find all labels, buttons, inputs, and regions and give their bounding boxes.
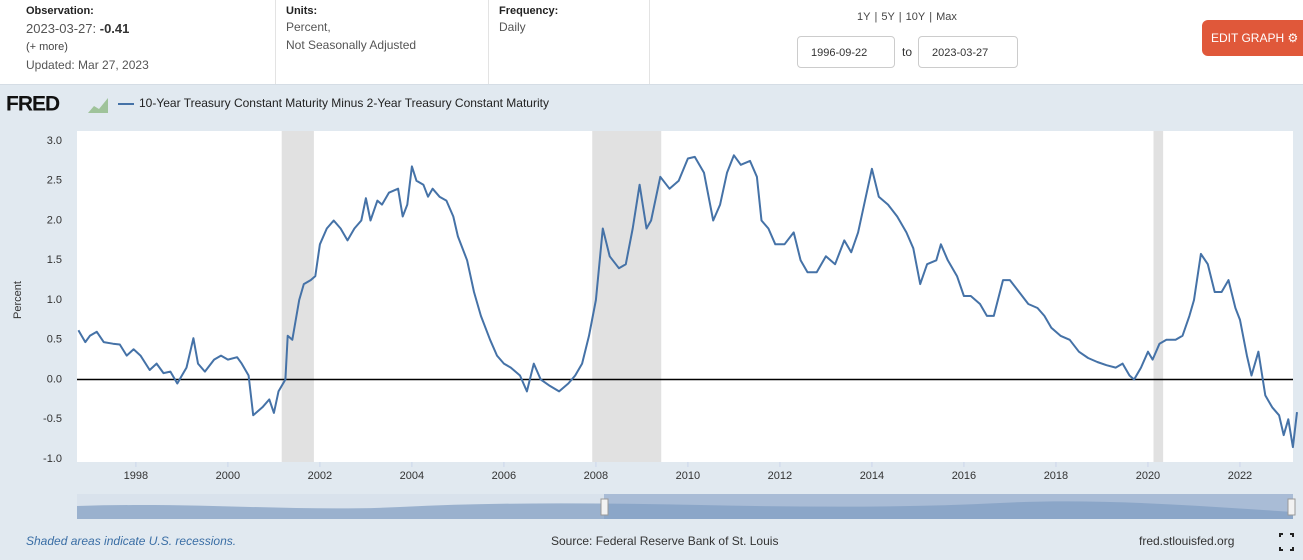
range-button[interactable]: 10Y	[905, 11, 926, 23]
range-button[interactable]: 5Y	[881, 11, 895, 23]
logo-icon	[88, 98, 108, 113]
y-tick-label: 2.0	[47, 214, 62, 226]
series-line	[77, 154, 1298, 449]
frequency-panel: Frequency: Daily	[489, 0, 650, 84]
label: Observation:	[26, 5, 94, 17]
logo: FRED	[6, 93, 60, 116]
range-button[interactable]: 1Y	[857, 11, 871, 23]
x-tick-label: 2016	[952, 470, 976, 482]
to: to	[902, 45, 913, 59]
y-tick-label: 0.0	[47, 373, 62, 385]
y-tick-label: 0.5	[47, 334, 62, 346]
y-tick-label: -1.0	[43, 453, 62, 465]
fullscreen-icon[interactable]	[1279, 533, 1294, 551]
navigator-handle[interactable]	[1287, 498, 1296, 516]
frequency: Daily	[499, 20, 526, 34]
more-link[interactable]: (+ more)	[26, 41, 68, 53]
units: Percent,	[286, 20, 331, 34]
observation-panel: Observation: 2023-03-27: -0.41 (+ more) …	[0, 0, 276, 84]
x-tick-label: 2002	[308, 470, 332, 482]
recession-band	[1153, 131, 1164, 462]
legend-label: 10-Year Treasury Constant Maturity Minus…	[139, 96, 549, 110]
end-date[interactable]: 2023-03-27	[918, 36, 1018, 68]
x-tick-label: 2014	[860, 470, 884, 482]
y-axis-label: Percent	[12, 281, 24, 319]
range-sep: |	[929, 11, 933, 23]
x-tick-label: 2012	[768, 470, 792, 482]
y-tick-label: 1.5	[47, 254, 62, 266]
x-tick-label: 1998	[124, 470, 148, 482]
footer-note: Shaded areas indicate U.S. recessions.	[26, 534, 236, 548]
x-tick-label: 2004	[400, 470, 424, 482]
x-tick-label: 2010	[676, 470, 700, 482]
y-tick-label: 3.0	[47, 135, 62, 147]
units: Not Seasonally Adjusted	[286, 38, 417, 52]
start-date[interactable]: 1996-09-22	[797, 36, 895, 68]
header: Observation: 2023-03-27: -0.41 (+ more) …	[0, 0, 1303, 85]
x-tick-label: 2018	[1044, 470, 1068, 482]
recession-band	[281, 131, 314, 462]
label: Units:	[286, 5, 318, 17]
footer-source: Source: Federal Reserve Bank of St. Loui…	[551, 534, 778, 548]
range-sep: |	[874, 11, 878, 23]
x-tick-label: 2006	[492, 470, 516, 482]
label: Frequency:	[499, 5, 559, 17]
range-buttons: 1Y | 5Y | 10Y | Max	[857, 11, 957, 23]
recession-band	[592, 131, 662, 462]
obs: 2023-03-27: -0.41	[26, 21, 129, 36]
y-tick-label: 1.0	[47, 294, 62, 306]
range-button[interactable]: Max	[936, 11, 957, 23]
x-tick-label: 2022	[1228, 470, 1252, 482]
footer-site: fred.stlouisfed.org	[1139, 534, 1234, 548]
x-tick-label: 2020	[1136, 470, 1160, 482]
edit-graph-button[interactable]: EDIT GRAPH ⚙	[1202, 20, 1303, 56]
obs-date: 2023-03-27:	[26, 21, 100, 36]
navigator-series	[77, 501, 1293, 519]
y-tick-label: -0.5	[43, 413, 62, 425]
obs-value: -0.41	[99, 21, 130, 36]
y-tick-label: 2.5	[47, 175, 62, 187]
x-tick-label: 2008	[584, 470, 608, 482]
x-tick-label: 2000	[216, 470, 240, 482]
chart: FRED 10-Year Treasury Constant Maturity …	[6, 93, 1298, 551]
range-sep: |	[898, 11, 902, 23]
edit-label: EDIT GRAPH	[1211, 31, 1285, 45]
units-panel: Units: Percent, Not Seasonally Adjusted	[276, 0, 489, 84]
updated: Updated: Mar 27, 2023	[26, 58, 149, 72]
plot-area	[77, 131, 1293, 462]
navigator-handle[interactable]	[600, 498, 609, 516]
